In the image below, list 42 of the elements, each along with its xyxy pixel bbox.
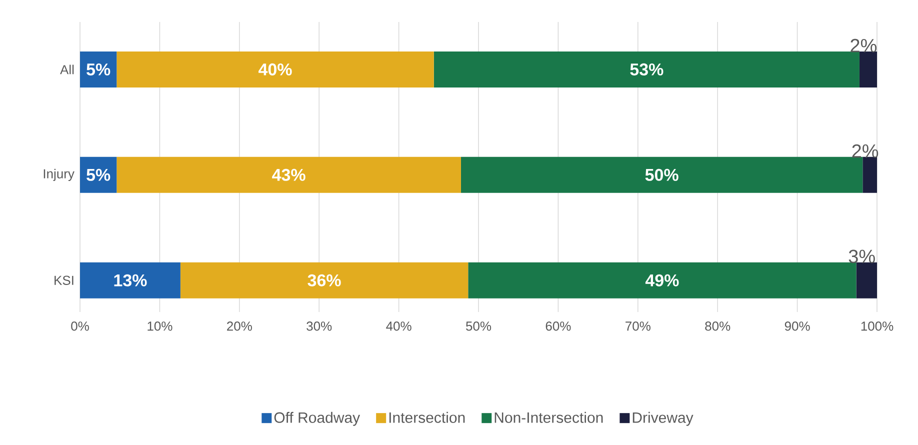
legend-label: Non-Intersection [494, 412, 603, 423]
bar [116, 51, 434, 88]
x-tick-label: 50% [466, 322, 492, 331]
bar [434, 51, 860, 88]
x-tick-label: 40% [386, 322, 412, 331]
data-label: 2% [852, 144, 878, 158]
bar [862, 156, 878, 193]
data-label: 2% [850, 38, 877, 52]
bar [460, 156, 863, 193]
bar [180, 262, 468, 298]
data-label: 40% [258, 63, 292, 76]
data-label: 5% [86, 168, 110, 181]
x-tick-label: 10% [148, 322, 172, 331]
legend-label: Intersection [389, 412, 465, 423]
x-tick-label: 90% [784, 322, 810, 331]
x-tick-label: 100% [861, 322, 894, 331]
data-label: 5% [86, 63, 110, 76]
x-tick-label: 70% [626, 322, 650, 331]
bar [116, 156, 461, 193]
y-tick-label: Injury [44, 168, 74, 181]
x-tick-label: 0% [71, 322, 89, 331]
bar [468, 262, 856, 298]
bar [856, 262, 878, 298]
data-label: 50% [645, 168, 678, 181]
data-label: 3% [848, 250, 875, 264]
data-label: 49% [645, 274, 679, 286]
y-tick-label: KSI [54, 276, 74, 285]
y-tick-label: All [60, 64, 74, 74]
legend-label: Off Roadway [274, 412, 360, 426]
bar [80, 51, 117, 88]
data-label: 36% [308, 274, 341, 286]
x-tick-label: 80% [705, 322, 730, 331]
x-tick-label: 20% [227, 322, 252, 331]
bar [859, 51, 878, 88]
data-label: 43% [272, 168, 306, 181]
data-label: 13% [114, 274, 147, 286]
data-label: 53% [630, 63, 664, 76]
x-tick-label: 30% [306, 322, 332, 331]
legend-label: Driveway [632, 412, 694, 426]
bar [80, 262, 180, 298]
bar [80, 156, 117, 193]
x-tick-label: 60% [546, 322, 571, 331]
